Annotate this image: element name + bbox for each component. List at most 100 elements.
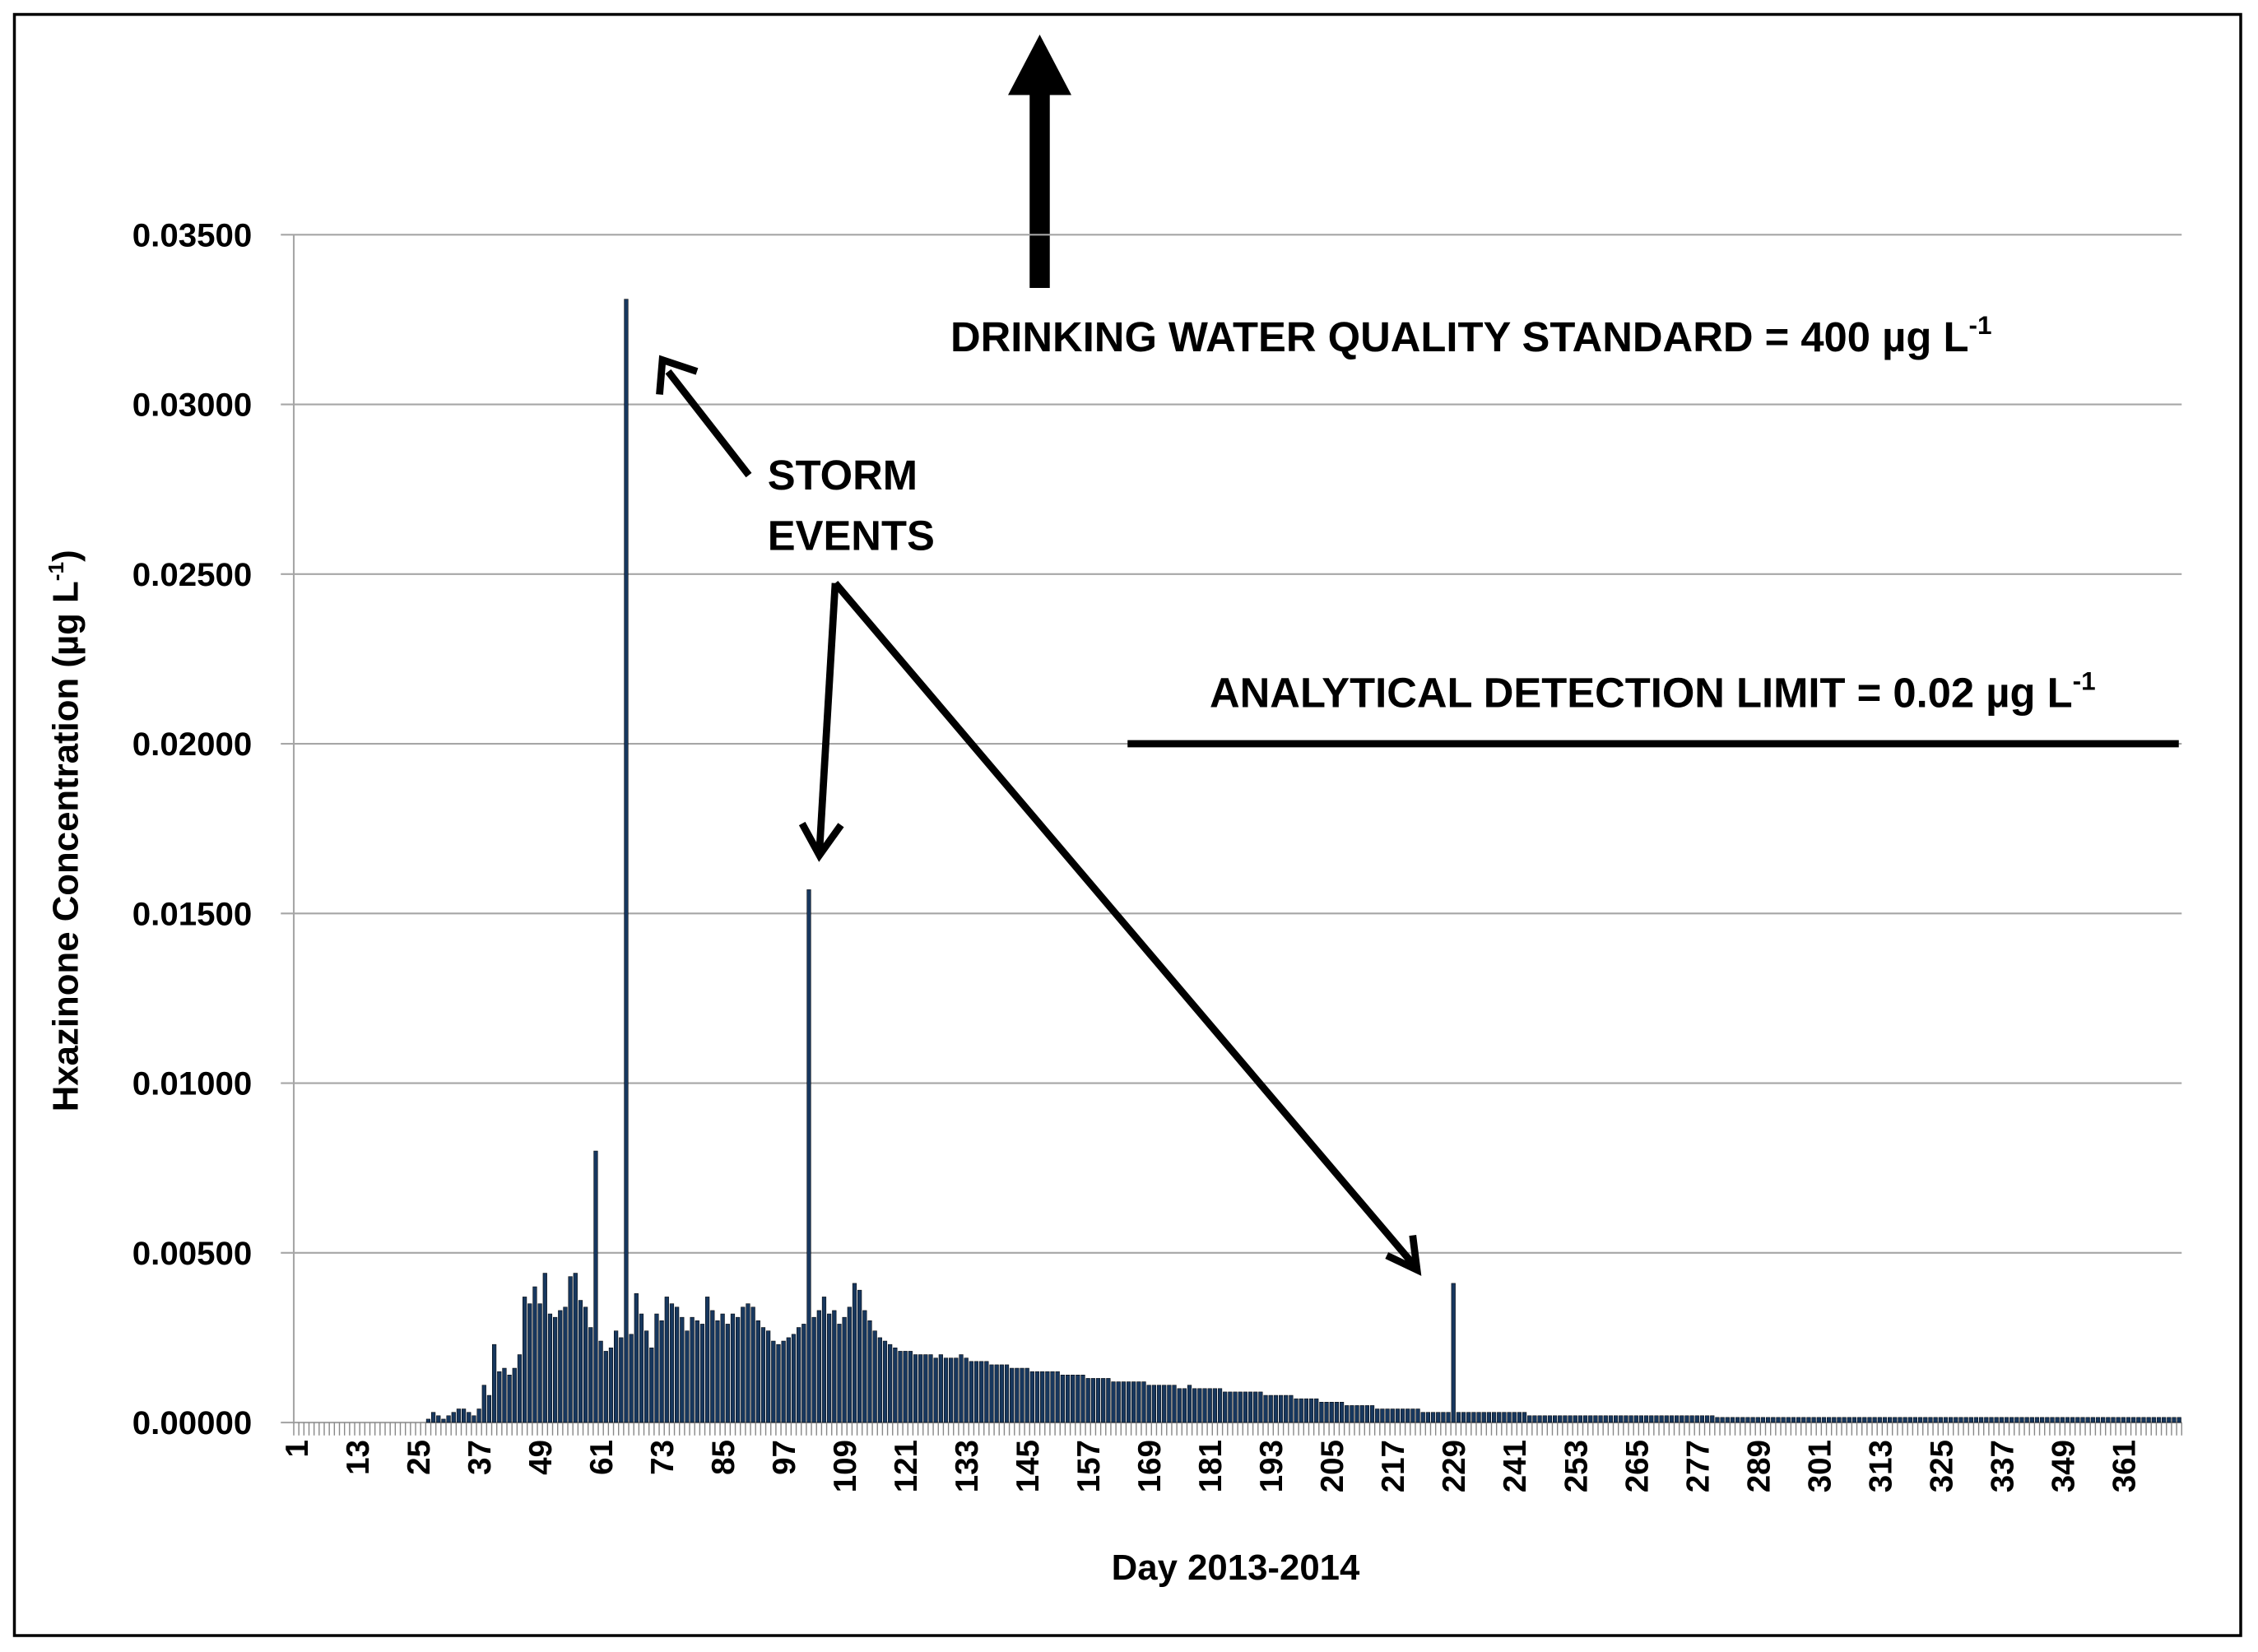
bar bbox=[1832, 1417, 1837, 1423]
bar bbox=[1872, 1417, 1877, 1423]
y-axis-title-end: ) bbox=[46, 550, 86, 562]
bar bbox=[877, 1337, 882, 1423]
bar bbox=[1735, 1417, 1740, 1423]
x-tick-label: 325 bbox=[1924, 1440, 1959, 1492]
x-tick-label: 37 bbox=[462, 1440, 498, 1475]
bar bbox=[537, 1303, 542, 1423]
bar bbox=[1715, 1417, 1720, 1423]
bar bbox=[1029, 1371, 1034, 1423]
bar bbox=[1512, 1412, 1517, 1423]
bar bbox=[1999, 1417, 2004, 1423]
bar bbox=[1786, 1417, 1791, 1423]
bar bbox=[867, 1320, 872, 1423]
x-tick-label: 313 bbox=[1863, 1440, 1898, 1492]
bar bbox=[1481, 1412, 1486, 1423]
bar bbox=[1730, 1417, 1735, 1423]
x-tick-label: 337 bbox=[1985, 1440, 2020, 1492]
bar bbox=[1121, 1381, 1126, 1423]
bar bbox=[1390, 1408, 1395, 1423]
annotation-storm: STORM bbox=[768, 452, 918, 499]
bar bbox=[1532, 1415, 1537, 1423]
bar bbox=[1750, 1417, 1755, 1423]
bar bbox=[2131, 1417, 2136, 1423]
bar bbox=[1745, 1417, 1750, 1423]
bar bbox=[862, 1310, 867, 1423]
bar bbox=[695, 1320, 699, 1423]
bar bbox=[1116, 1381, 1121, 1423]
bar bbox=[979, 1361, 984, 1423]
bar bbox=[1238, 1391, 1243, 1423]
bar bbox=[2126, 1417, 2131, 1423]
bar bbox=[999, 1364, 1004, 1423]
bar bbox=[2045, 1417, 2050, 1423]
bar bbox=[1451, 1283, 1456, 1423]
bar bbox=[578, 1300, 583, 1423]
bar bbox=[2151, 1417, 2156, 1423]
y-axis-title-sup: -1 bbox=[44, 562, 68, 581]
bar bbox=[1593, 1415, 1598, 1423]
x-tick-label: 241 bbox=[1498, 1440, 1533, 1492]
bar bbox=[634, 1293, 639, 1423]
bar bbox=[857, 1289, 862, 1423]
bar bbox=[1345, 1405, 1350, 1423]
y-axis-title-text: Hxazinone Concentration (µg L bbox=[46, 581, 86, 1111]
bar bbox=[1624, 1415, 1628, 1423]
bar bbox=[1146, 1385, 1151, 1423]
bar bbox=[1582, 1415, 1588, 1423]
bar bbox=[1034, 1371, 1040, 1423]
bar bbox=[2055, 1417, 2060, 1423]
y-tick-label: 0.02500 bbox=[132, 556, 253, 593]
bar bbox=[1167, 1385, 1172, 1423]
bar bbox=[1558, 1415, 1563, 1423]
bar bbox=[502, 1367, 507, 1423]
bar bbox=[1638, 1415, 1644, 1423]
bar bbox=[1136, 1381, 1141, 1423]
bar bbox=[725, 1324, 730, 1423]
bar bbox=[2106, 1417, 2111, 1423]
bar bbox=[1816, 1417, 1821, 1423]
bar bbox=[2080, 1417, 2085, 1423]
bar bbox=[532, 1286, 537, 1423]
y-tick-label: 0.01500 bbox=[132, 895, 253, 932]
bar bbox=[1405, 1408, 1410, 1423]
bar bbox=[1375, 1408, 1380, 1423]
bar bbox=[588, 1327, 593, 1423]
bar bbox=[1420, 1412, 1425, 1423]
bar bbox=[1527, 1415, 1532, 1423]
x-tick-label: 133 bbox=[950, 1440, 985, 1492]
bar bbox=[1015, 1367, 1020, 1423]
bar bbox=[1619, 1415, 1624, 1423]
bar bbox=[1766, 1417, 1771, 1423]
bar bbox=[456, 1408, 462, 1423]
bar bbox=[797, 1327, 801, 1423]
bar bbox=[603, 1351, 608, 1423]
bar bbox=[1090, 1378, 1095, 1423]
annotation-standard: DRINKING WATER QUALITY STANDARD = 400 µg… bbox=[950, 310, 1991, 360]
bar bbox=[1359, 1405, 1364, 1423]
bar bbox=[680, 1316, 685, 1423]
bar bbox=[832, 1310, 837, 1423]
bar bbox=[583, 1306, 588, 1423]
x-tick-label: 253 bbox=[1559, 1440, 1594, 1492]
bar bbox=[1076, 1375, 1080, 1423]
bar bbox=[776, 1343, 781, 1423]
bar bbox=[492, 1343, 497, 1423]
bar bbox=[1893, 1417, 1898, 1423]
bar bbox=[1801, 1417, 1806, 1423]
bar bbox=[1207, 1388, 1212, 1423]
bar bbox=[705, 1297, 710, 1423]
bar bbox=[558, 1310, 563, 1423]
bar bbox=[669, 1303, 675, 1423]
bar bbox=[1613, 1415, 1619, 1423]
bar bbox=[1994, 1417, 1999, 1423]
bar bbox=[441, 1418, 446, 1423]
annotation-text: DRINKING WATER QUALITY STANDARD = 400 µg… bbox=[950, 313, 1968, 360]
bar bbox=[1577, 1415, 1583, 1423]
arrow-head bbox=[798, 821, 844, 862]
bar bbox=[675, 1306, 680, 1423]
bar bbox=[1486, 1412, 1492, 1423]
bar bbox=[1740, 1417, 1745, 1423]
arrow-head bbox=[1385, 1234, 1422, 1276]
x-tick-label: 121 bbox=[889, 1440, 924, 1492]
